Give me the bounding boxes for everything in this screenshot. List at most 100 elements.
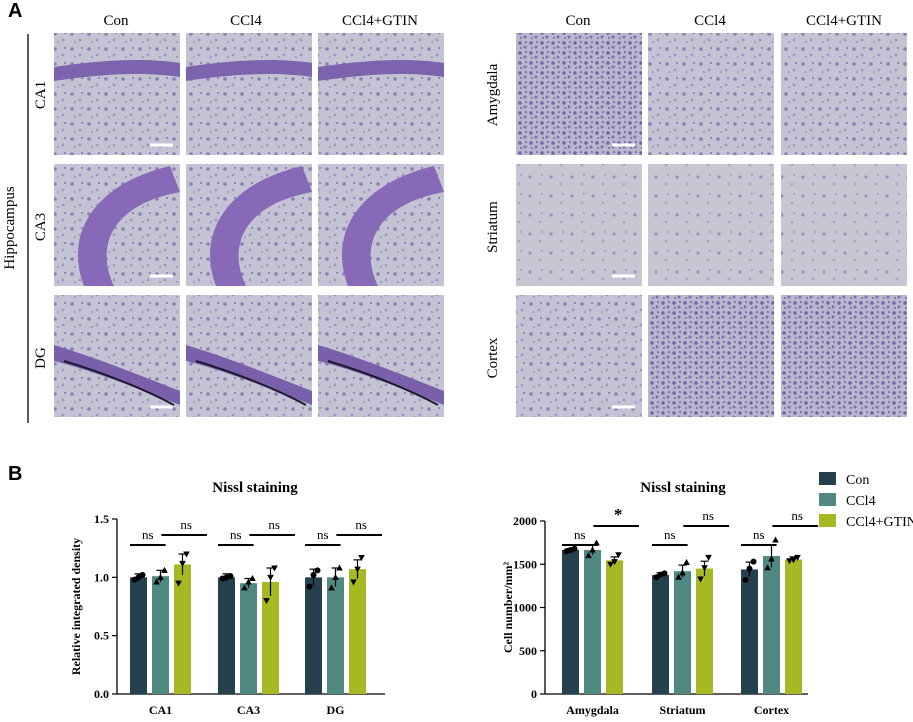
legend-swatch-ccl4 (819, 493, 836, 506)
significance-label: ns (574, 527, 586, 542)
significance-label: ns (702, 508, 714, 523)
row-label-ca1: CA1 (33, 81, 49, 109)
legend: Con CCl4 CCl4+GTIN (819, 472, 913, 530)
data-point (350, 579, 357, 586)
chart-title: Nissl staining (212, 480, 298, 496)
legend-swatch-ccl4-gtin (819, 514, 836, 527)
data-point (157, 573, 164, 580)
micrograph-grid (54, 33, 907, 417)
bar (674, 571, 691, 694)
micrograph-ca3-con (54, 164, 180, 286)
x-tick-label: CA3 (237, 703, 260, 717)
y-tick-label: 1500 (513, 557, 537, 571)
right-column-header-con: Con (565, 13, 591, 29)
legend-label-con: Con (846, 473, 869, 488)
bar (584, 549, 601, 694)
bar (130, 577, 147, 694)
data-point (750, 558, 757, 565)
bar (262, 582, 279, 694)
micrograph-amygdala-con (516, 33, 642, 155)
significance-label: ns (753, 527, 765, 542)
y-tick-label: 0.5 (94, 629, 109, 643)
y-tick-label: 2000 (513, 514, 537, 528)
right-column-header-ccl4-gtin: CCl4+GTIN (806, 13, 882, 29)
bar (785, 559, 802, 694)
left-column-header-con: Con (103, 13, 129, 29)
micrograph-ca1-con (54, 33, 180, 155)
data-point (328, 584, 335, 591)
micrograph-dg-ccl4-gtin (318, 295, 444, 417)
data-point (794, 554, 801, 561)
data-point (161, 566, 168, 573)
micrograph-ca1-ccl4 (186, 33, 312, 155)
y-axis-label: Relative integrated density (69, 538, 83, 675)
micrograph-ca1-ccl4-gtin (318, 33, 444, 155)
chart-cell-number: Nissl staining Cell number/mm² 0 500 1000 150… (501, 480, 818, 717)
bar (562, 549, 579, 694)
data-point (263, 598, 270, 605)
data-point (153, 578, 160, 585)
data-point (589, 546, 596, 553)
data-point (245, 578, 252, 585)
bar (240, 583, 257, 694)
panel-a-letter: A (8, 0, 22, 22)
data-point (241, 584, 248, 591)
data-point (175, 580, 182, 587)
bar (763, 556, 780, 694)
row-label-dg: DG (33, 347, 49, 369)
x-tick-label: Amygdala (566, 703, 619, 717)
data-point (611, 559, 618, 566)
y-tick-label: 0.0 (94, 687, 109, 701)
x-tick-label: DG (327, 703, 345, 717)
data-point (179, 560, 186, 567)
data-point (354, 566, 361, 573)
bar (741, 569, 758, 694)
significance-label: ns (268, 517, 280, 532)
significance-label: * (614, 505, 623, 524)
micrograph-cortex-ccl4 (648, 295, 774, 417)
x-tick-label: Cortex (754, 703, 789, 717)
micrograph-cortex-ccl4-gtin (781, 295, 907, 417)
y-axis-label: Cell number/mm² (501, 561, 515, 653)
significance-label: ns (180, 517, 192, 532)
significance-label: ns (791, 508, 803, 523)
data-point (267, 574, 274, 581)
y-tick-label: 500 (519, 644, 537, 658)
row-label-striatum: Striatum (485, 201, 501, 253)
data-point (683, 559, 690, 566)
micrograph-amygdala-ccl4 (648, 33, 774, 155)
micrograph-dg-ccl4 (186, 295, 312, 417)
data-point (336, 564, 343, 571)
data-point (585, 552, 592, 559)
y-tick-label: 0 (531, 687, 537, 701)
data-point (661, 570, 668, 577)
y-tick-label: 1.0 (94, 570, 109, 584)
legend-swatch-con (819, 472, 836, 485)
bar (174, 564, 191, 694)
data-point (271, 565, 278, 572)
data-point (742, 576, 749, 583)
data-point (790, 557, 797, 564)
micrograph-striatum-con (516, 164, 642, 286)
significance-label: ns (317, 527, 329, 542)
y-tick-label: 1.5 (94, 512, 109, 526)
data-point (183, 551, 190, 558)
micrograph-amygdala-ccl4-gtin (781, 33, 907, 155)
right-column-header-ccl4: CCl4 (694, 13, 726, 29)
data-point (615, 552, 622, 559)
row-label-cortex: Cortex (485, 337, 501, 378)
hippocampus-label: Hippocampus (2, 186, 18, 269)
micrograph-striatum-ccl4-gtin (781, 164, 907, 286)
data-point (746, 565, 753, 572)
data-point (332, 573, 339, 580)
y-tick-label: 1000 (513, 601, 537, 615)
data-point (139, 572, 146, 578)
data-point (768, 555, 775, 562)
legend-label-ccl4-gtin: CCl4+GTIN (846, 515, 913, 530)
data-point (249, 575, 256, 581)
legend-label-ccl4: CCl4 (846, 494, 876, 509)
data-point (314, 567, 321, 574)
bar (305, 577, 322, 694)
